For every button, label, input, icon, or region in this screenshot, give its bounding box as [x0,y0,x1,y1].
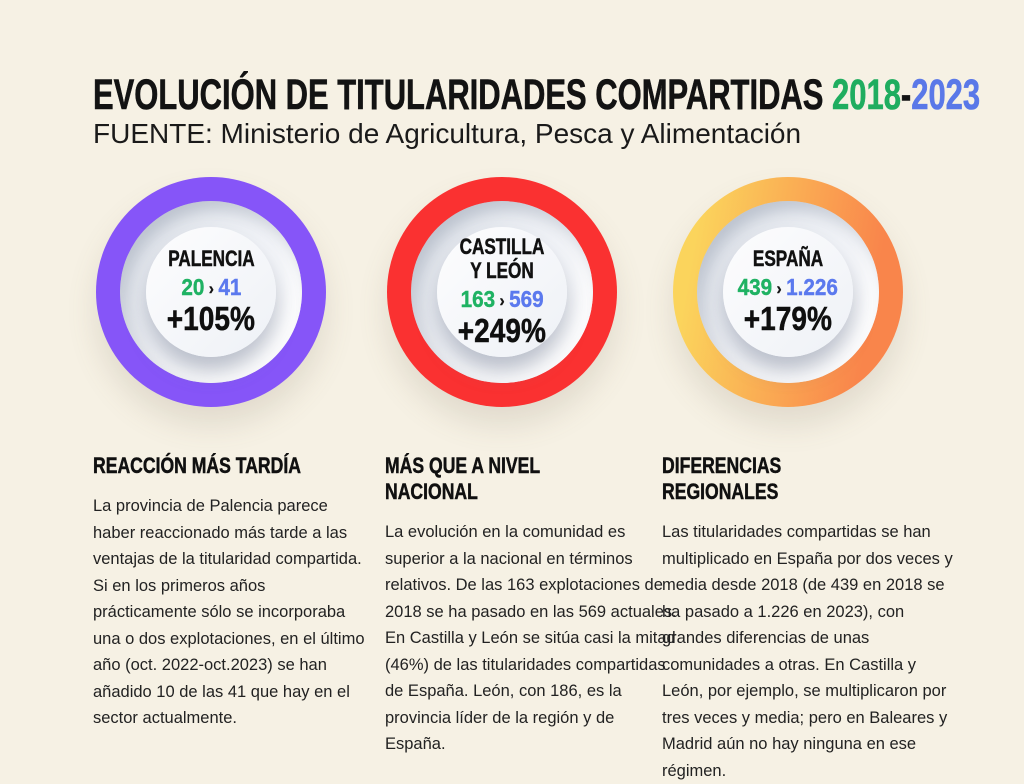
stat-value-2018: 163 [460,285,496,312]
column-heading: MÁS QUE A NIVEL NACIONAL [385,453,540,505]
stat-values: 439 › 1.226 [737,274,839,301]
arrow-right-icon: › [499,290,505,310]
column-body-text: La evolución en la comunidad es superior… [385,523,677,753]
stat-region-name: CASTILLA Y LEÓN [459,234,545,283]
title-year-2018: 2018 [832,71,901,119]
stat-circle-palencia: PALENCIA 20 › 41 +105% [96,177,326,407]
title-year-separator: - [900,71,912,119]
stat-disc-outer: PALENCIA 20 › 41 +105% [120,201,302,383]
page-title-text: EVOLUCIÓN DE TITULARIDADES COMPARTIDAS [93,71,833,119]
column-body-text: La provincia de Palencia parece haber re… [93,497,365,727]
infographic-page: { "header": { "title_main": "EVOLUCIÓN D… [92,71,1024,780]
stat-values: 163 › 569 [460,285,544,312]
stat-change-percent: +249% [457,311,547,349]
stat-values: 20 › 41 [180,274,242,301]
stat-value-2023: 1.226 [786,274,839,301]
stat-value-2023: 41 [217,274,242,301]
column-castilla-y-leon: MÁS QUE A NIVEL NACIONAL La evolución en… [385,453,677,758]
stat-disc-inner: CASTILLA Y LEÓN 163 › 569 +249% [437,227,567,357]
stat-circle-espana: ESPAÑA 439 › 1.226 +179% [673,177,903,407]
column-heading: DIFERENCIAS REGIONALES [662,453,782,505]
arrow-right-icon: › [776,279,782,299]
stat-disc-outer: CASTILLA Y LEÓN 163 › 569 +249% [411,201,593,383]
stat-change-percent: +105% [166,300,256,338]
stat-change-percent: +179% [743,300,833,338]
stat-value-2023: 569 [508,285,544,312]
stat-disc-outer: ESPAÑA 439 › 1.226 +179% [697,201,879,383]
stat-disc-inner: PALENCIA 20 › 41 +105% [146,227,276,357]
source-subtitle: FUENTE: Ministerio de Agricultura, Pesca… [93,118,802,149]
stat-circle-castilla-y-leon: CASTILLA Y LEÓN 163 › 569 +249% [387,177,617,407]
stat-region-name: ESPAÑA [752,245,824,271]
stat-disc-inner: ESPAÑA 439 › 1.226 +179% [723,227,853,357]
column-body-text: Las titularidades compartidas se han mul… [662,523,953,780]
column-palencia: REACCIÓN MÁS TARDÍA La provincia de Pale… [93,453,373,732]
column-heading: REACCIÓN MÁS TARDÍA [93,453,301,479]
page-title: EVOLUCIÓN DE TITULARIDADES COMPARTIDAS 2… [93,71,1024,119]
title-year-2023: 2023 [911,71,981,119]
arrow-right-icon: › [208,279,214,299]
stat-value-2018: 439 [737,274,773,301]
stat-region-name: PALENCIA [167,245,255,271]
column-diferencias-regionales: DIFERENCIAS REGIONALES Las titularidades… [662,453,954,784]
stat-value-2018: 20 [180,274,205,301]
